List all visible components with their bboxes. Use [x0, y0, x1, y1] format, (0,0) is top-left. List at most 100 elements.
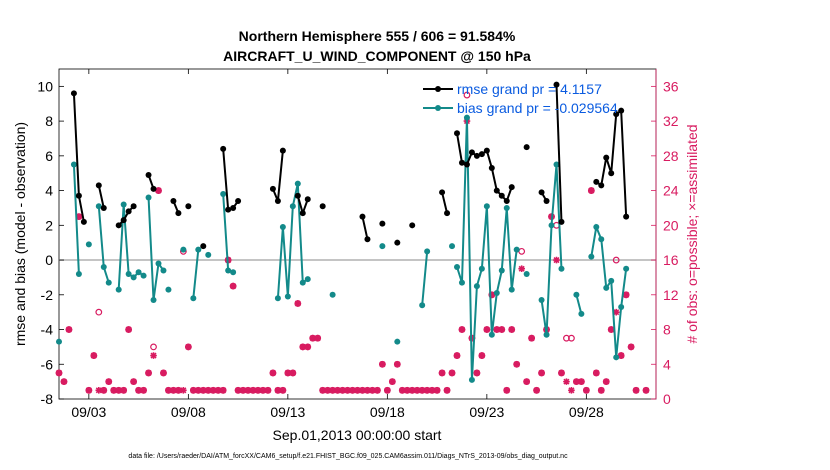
obs-assimilated-point [563, 378, 570, 385]
obs-assimilated-point [145, 369, 152, 377]
footer-filepath: data file: /Users/raeder/DAI/ATM_forcXX/… [128, 453, 568, 460]
obs-assimilated-point [140, 387, 147, 394]
obs-assimilated-point [75, 213, 83, 220]
bias-line [97, 206, 110, 283]
rmse-point [508, 184, 515, 191]
rmse-point [364, 236, 371, 243]
obs-assimilated-point [443, 387, 451, 394]
obs-assimilated-point [90, 352, 98, 359]
obs-assimilated-point [259, 387, 267, 394]
rmse-point [279, 147, 286, 154]
bias-point [503, 204, 510, 211]
x-axis: 09/03 09/08 09/13 09/18 09/23 09/28 [71, 69, 604, 420]
rmse-line [595, 108, 628, 217]
bias-point [593, 224, 600, 231]
rmse-point [493, 187, 500, 194]
rmse-point [95, 182, 102, 189]
rmse-point [523, 144, 530, 151]
bias-point [145, 194, 152, 201]
bias-point [548, 222, 555, 229]
obs-assimilated-point [204, 387, 212, 394]
rmse-point [553, 81, 560, 88]
obs-assimilated-point [413, 387, 421, 394]
rmse-point [473, 152, 480, 159]
y2-tick-label: 4 [663, 356, 671, 372]
rmse-point [185, 203, 192, 210]
rmse-point [75, 192, 82, 199]
obs-assimilated-point [319, 387, 326, 394]
y-tick-label: -2 [41, 287, 54, 303]
rmse-line [117, 205, 135, 227]
bias-point [225, 267, 232, 274]
obs-assimilated-point [473, 369, 481, 377]
obs-assimilated-point [219, 387, 227, 394]
y-tick-label: -6 [41, 356, 54, 372]
rmse-point [269, 185, 276, 192]
bias-point [419, 302, 426, 309]
y-axis-right: 0 4 8 12 16 20 24 28 32 36 [651, 69, 679, 407]
bias-line [72, 164, 80, 274]
bias-point [463, 114, 470, 121]
bias-point [553, 161, 560, 168]
obs-assimilated-point [398, 387, 406, 394]
y-tick-label: 10 [37, 78, 53, 94]
y-tick-label: -4 [41, 322, 54, 338]
obs-assimilated-point [60, 378, 68, 385]
obs-assimilated-point [309, 334, 317, 342]
obs-assimilated-point [533, 387, 540, 394]
y2-tick-label: 24 [663, 183, 679, 199]
obs-assimilated-point [284, 369, 292, 377]
rmse-point [115, 222, 122, 229]
obs-assimilated-point [642, 387, 650, 394]
bias-point [458, 279, 465, 286]
y-tick-label: -8 [41, 391, 54, 407]
bias-point [488, 331, 495, 338]
rmse-point [200, 243, 207, 250]
obs-assimilated-point [478, 352, 486, 359]
rmse-point [543, 198, 550, 204]
obs-assimilated-point [503, 387, 511, 394]
obs-assimilated-point [568, 387, 575, 394]
rmse-point [130, 203, 137, 210]
obs-assimilated-point [110, 387, 118, 394]
obs-possible-point [612, 256, 620, 264]
bias-point [449, 243, 456, 250]
bias-line [590, 223, 628, 358]
rmse-line [441, 192, 449, 214]
obs-assimilated-point [229, 282, 237, 290]
rmse-point [225, 206, 232, 213]
y-tick-label: 2 [45, 217, 53, 233]
rmse-point [483, 147, 490, 154]
y-tick-label: 4 [45, 183, 53, 199]
obs-assimilated-point [130, 378, 137, 385]
bias-point [56, 338, 62, 345]
obs-assimilated-point [408, 387, 416, 394]
obs-assimilated-point [249, 387, 257, 394]
obs-assimilated-point [269, 369, 277, 377]
plot-area [58, 68, 657, 400]
x-tick-label: 09/28 [569, 404, 604, 420]
bias-point [394, 338, 401, 345]
y2-tick-label: 8 [663, 322, 671, 338]
rmse-point [145, 171, 152, 178]
bias-point [608, 277, 615, 284]
bias-point [478, 265, 485, 272]
y-tick-label: 0 [45, 252, 53, 268]
y2-tick-label: 20 [663, 217, 679, 233]
y2-tick-label: 16 [663, 252, 679, 268]
rmse-point [294, 192, 301, 199]
rmse-point [319, 203, 326, 210]
obs-assimilated-point [578, 378, 585, 385]
bias-point [130, 274, 137, 281]
bias-point [70, 161, 77, 168]
obs-assimilated-point [359, 387, 366, 394]
bias-point [125, 270, 132, 277]
obs-assimilated-point [234, 387, 242, 394]
bias-point [294, 180, 301, 187]
obs-assimilated-point [294, 300, 302, 307]
obs-assimilated-point [379, 360, 386, 368]
x-tick-label: 09/03 [71, 404, 106, 420]
rmse-point [613, 111, 620, 118]
rmse-point [618, 107, 625, 114]
obs-assimilated-point [195, 387, 202, 394]
